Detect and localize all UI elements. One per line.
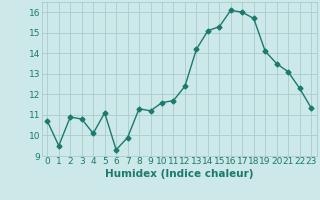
X-axis label: Humidex (Indice chaleur): Humidex (Indice chaleur) [105, 169, 253, 179]
